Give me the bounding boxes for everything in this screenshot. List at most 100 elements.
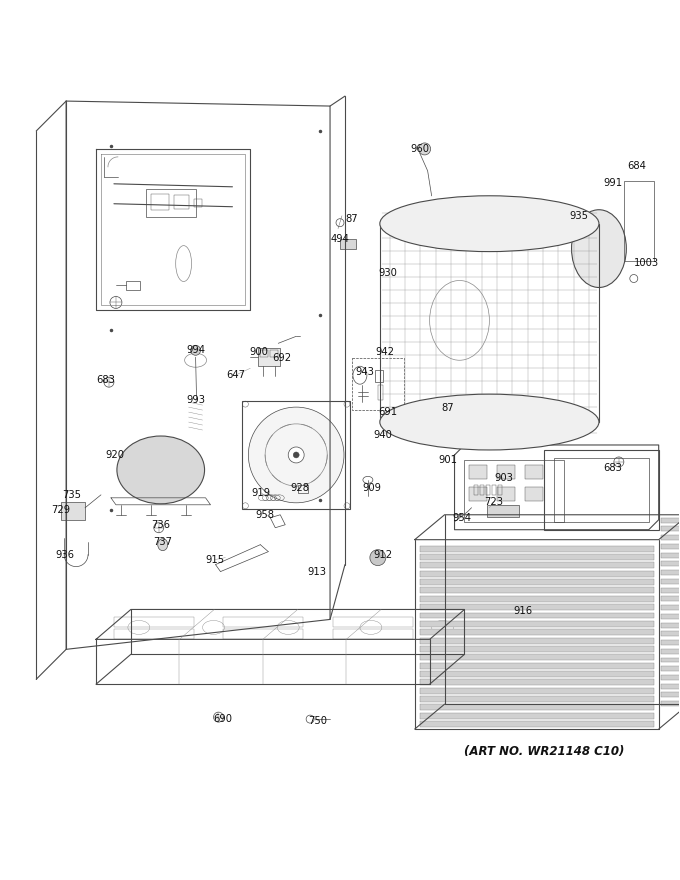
Bar [661, 666, 680, 671]
Bar [481, 485, 484, 495]
Bar [194, 199, 201, 207]
Bar [469, 465, 488, 479]
Bar [151, 194, 169, 209]
Text: 900: 900 [249, 348, 268, 357]
Text: 920: 920 [105, 450, 124, 460]
Text: 943: 943 [356, 367, 374, 378]
Bar [497, 487, 515, 501]
Text: 903: 903 [494, 473, 513, 483]
Bar [420, 679, 653, 686]
Bar [61, 502, 85, 520]
Bar [464, 460, 564, 522]
Bar [420, 696, 653, 702]
Bar [420, 654, 653, 660]
Circle shape [288, 447, 304, 463]
Bar [420, 621, 653, 627]
Text: 692: 692 [273, 353, 292, 363]
Bar [525, 487, 543, 501]
Bar [497, 465, 515, 479]
Bar [661, 657, 680, 663]
Bar [420, 671, 653, 677]
Bar [114, 618, 194, 627]
Bar [469, 487, 488, 501]
Bar [661, 640, 680, 645]
Bar [554, 458, 649, 522]
Bar [420, 629, 653, 635]
Bar [340, 238, 356, 249]
Bar [661, 649, 680, 654]
Text: 736: 736 [151, 520, 170, 530]
Ellipse shape [380, 394, 599, 450]
Text: 690: 690 [213, 714, 232, 724]
Circle shape [419, 143, 430, 155]
Ellipse shape [572, 209, 626, 288]
Bar [498, 485, 503, 495]
Bar [661, 535, 680, 540]
Bar [375, 370, 383, 382]
Text: 87: 87 [345, 214, 358, 224]
Bar [114, 629, 194, 640]
Bar [525, 465, 543, 479]
Text: 901: 901 [438, 455, 457, 465]
Bar [661, 517, 680, 523]
Text: 994: 994 [186, 345, 205, 356]
Text: 954: 954 [452, 513, 471, 523]
Bar [378, 385, 383, 400]
Bar [173, 194, 188, 209]
Bar [661, 597, 680, 601]
Text: 87: 87 [441, 403, 454, 413]
Bar [270, 350, 278, 357]
Text: 919: 919 [252, 488, 271, 498]
Text: 991: 991 [603, 178, 622, 187]
Bar [661, 588, 680, 592]
Text: 683: 683 [97, 375, 116, 385]
Bar [624, 180, 653, 260]
Bar [661, 544, 680, 549]
Bar [420, 704, 653, 710]
Bar [260, 350, 269, 357]
Bar [258, 348, 280, 366]
Bar [420, 687, 653, 693]
Text: 683: 683 [603, 463, 622, 473]
Bar [661, 570, 680, 576]
Text: 494: 494 [330, 233, 350, 244]
Bar [486, 485, 490, 495]
Text: 915: 915 [205, 554, 224, 565]
Bar [420, 638, 653, 643]
Bar [420, 579, 653, 585]
Bar [420, 721, 653, 727]
Text: 691: 691 [378, 407, 397, 417]
Bar [492, 485, 496, 495]
Bar [661, 553, 680, 558]
Bar [146, 189, 196, 216]
Bar [420, 562, 653, 568]
Bar [420, 605, 653, 610]
Bar [420, 571, 653, 576]
Bar [420, 546, 653, 552]
Text: 913: 913 [307, 567, 326, 576]
Text: 729: 729 [52, 505, 71, 515]
Bar [661, 684, 680, 689]
Text: 647: 647 [226, 370, 245, 380]
Bar [661, 631, 680, 636]
Text: 916: 916 [513, 606, 533, 617]
Bar [661, 701, 680, 706]
Bar [661, 675, 680, 680]
Bar [420, 612, 653, 619]
Bar [661, 579, 680, 583]
Bar [352, 358, 404, 410]
Bar [661, 693, 680, 698]
Bar [242, 401, 350, 509]
Bar [420, 646, 653, 652]
Ellipse shape [117, 436, 205, 503]
Bar [661, 561, 680, 567]
Text: 942: 942 [375, 348, 394, 357]
Text: 723: 723 [484, 497, 503, 507]
Ellipse shape [370, 550, 386, 566]
Bar [420, 596, 653, 602]
Bar [149, 462, 158, 474]
Bar [333, 629, 413, 640]
Bar [661, 526, 680, 532]
Text: 1003: 1003 [634, 258, 660, 268]
Text: 750: 750 [309, 716, 328, 726]
